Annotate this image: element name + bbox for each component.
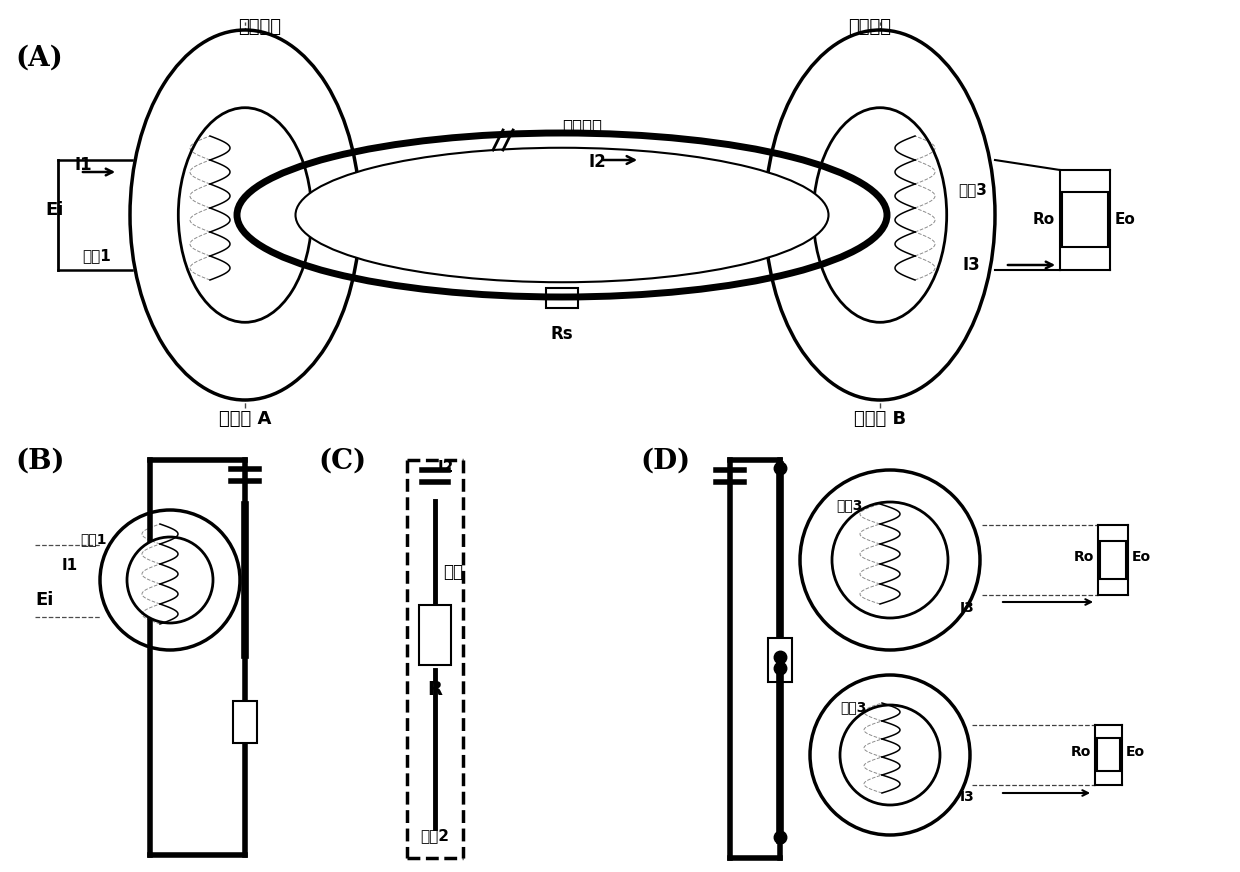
Text: Rs: Rs — [551, 325, 573, 343]
Text: 线圈3: 线圈3 — [839, 700, 867, 714]
Text: (D): (D) — [640, 448, 691, 475]
Text: 线圈1: 线圈1 — [81, 532, 107, 546]
Text: Ro: Ro — [1070, 745, 1091, 759]
Text: I3: I3 — [960, 790, 975, 804]
Text: (A): (A) — [15, 45, 63, 72]
Text: I2: I2 — [588, 153, 606, 171]
Text: Eo: Eo — [1126, 745, 1145, 759]
Text: 闭合回路: 闭合回路 — [562, 118, 601, 136]
Text: 变压器 A: 变压器 A — [218, 410, 272, 428]
Ellipse shape — [800, 470, 980, 650]
Text: 水上磁环: 水上磁环 — [238, 18, 281, 36]
Text: 线圈3: 线圈3 — [959, 182, 987, 197]
Text: I3: I3 — [960, 601, 975, 615]
Bar — [1097, 739, 1120, 772]
Text: Ro: Ro — [1074, 550, 1094, 564]
Bar — [233, 701, 257, 743]
Ellipse shape — [813, 108, 946, 323]
Text: 水下磁环: 水下磁环 — [848, 18, 892, 36]
Ellipse shape — [839, 705, 940, 805]
Text: (B): (B) — [15, 448, 64, 475]
Bar — [419, 605, 451, 665]
Text: 线圈2: 线圈2 — [454, 252, 482, 267]
Bar — [1061, 193, 1109, 248]
Text: 线圈2: 线圈2 — [420, 828, 449, 843]
Ellipse shape — [295, 147, 828, 283]
Text: 海水: 海水 — [443, 563, 463, 581]
Bar — [546, 288, 578, 308]
Ellipse shape — [765, 30, 994, 400]
Text: I2: I2 — [438, 460, 454, 475]
Text: I1: I1 — [62, 557, 78, 573]
Ellipse shape — [832, 502, 949, 618]
Text: Eo: Eo — [1115, 213, 1136, 228]
Ellipse shape — [100, 510, 241, 650]
Bar — [768, 638, 792, 682]
Text: I1: I1 — [74, 156, 93, 174]
Text: I3: I3 — [962, 256, 980, 274]
Text: R: R — [428, 680, 443, 699]
Text: 线圈1: 线圈1 — [82, 248, 110, 263]
Text: (C): (C) — [317, 448, 366, 475]
Bar — [1100, 541, 1126, 579]
Text: Ei: Ei — [45, 201, 63, 219]
Ellipse shape — [179, 108, 311, 323]
Ellipse shape — [126, 537, 213, 623]
Text: 线圈3: 线圈3 — [836, 498, 862, 512]
Ellipse shape — [130, 30, 360, 400]
Text: 变压器 B: 变压器 B — [854, 410, 906, 428]
Ellipse shape — [810, 675, 970, 835]
Text: Ro: Ro — [1033, 213, 1055, 228]
Text: Eo: Eo — [1132, 550, 1151, 564]
Text: Ei: Ei — [35, 591, 53, 609]
